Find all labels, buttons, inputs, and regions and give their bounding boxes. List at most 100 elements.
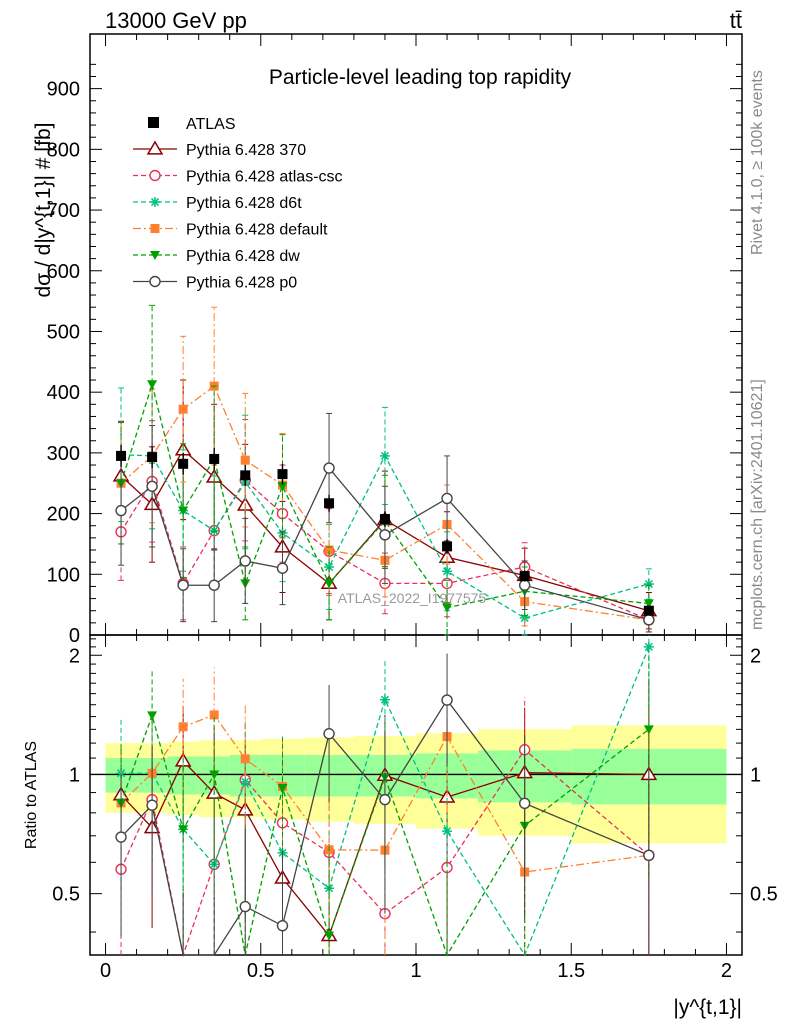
legend-marker: [150, 251, 160, 260]
ratio-point: [240, 754, 250, 764]
rivet-version-label: Rivet 4.1.0, ≥ 100k events: [749, 70, 766, 255]
data-point: [146, 480, 158, 492]
ratio-point: [277, 783, 288, 793]
atlas-data-point: [277, 469, 288, 480]
data-point: [643, 614, 655, 626]
legend-marker: [149, 169, 161, 182]
process-label: tt̄: [730, 8, 742, 33]
ratio-point: [643, 725, 654, 735]
ratio-point: [324, 931, 335, 941]
energy-label: 13000 GeV pp: [105, 8, 247, 33]
data-point: [178, 404, 188, 414]
legend-marker: [149, 275, 161, 288]
data-point: [177, 579, 189, 591]
data-point: [115, 504, 127, 517]
axes-frame: 0 100 200 300 400 500 600 700 800 900 0 0.5 1 1.5 2 0.5…: [47, 33, 778, 982]
y-tick-label: 100: [47, 564, 80, 586]
atlas-data-point: [379, 514, 390, 525]
data-point: [442, 566, 453, 577]
data-point: [324, 579, 335, 589]
ratio-point: [643, 849, 655, 861]
ratio-point: [178, 825, 189, 835]
data-point: [643, 599, 654, 609]
legend-label-atlas: ATLAS: [186, 116, 236, 133]
legend-label: Pythia 6.428 atlas-csc: [186, 169, 343, 186]
legend-label: Pythia 6.428 dw: [186, 248, 300, 265]
series-atlas: [116, 444, 654, 616]
chart-title: Particle-level leading top rapidity: [269, 66, 572, 89]
legend-label: Pythia 6.428 d6t: [186, 195, 302, 212]
legend-marker: [150, 197, 160, 207]
data-point: [518, 579, 531, 591]
y-tick-label: 300: [47, 443, 80, 465]
atlas-data-point: [643, 605, 654, 616]
y-tick-label: 800: [47, 139, 80, 161]
atlas-data-point: [519, 571, 530, 582]
x-tick-label: 0.5: [247, 960, 275, 982]
data-point: [324, 545, 334, 555]
y-tick-label: 600: [47, 261, 80, 283]
ratio-point: [518, 797, 531, 810]
data-point: [240, 455, 250, 465]
x-tick-label: 0: [100, 960, 111, 982]
ratio-tick-label-right: 2: [750, 645, 761, 667]
ratio-point: [643, 641, 654, 652]
series-ratio-line: [121, 646, 650, 957]
data-point: [277, 482, 288, 492]
atlas-data-point: [209, 453, 220, 464]
ratio-point: [379, 694, 390, 705]
atlas-data-point: [442, 541, 453, 552]
ratio-point: [442, 826, 453, 837]
y-tick-label: 700: [47, 200, 80, 222]
atlas-data-point: [178, 458, 189, 469]
data-point: [379, 450, 390, 461]
ratio-point: [239, 900, 251, 913]
mcplots-reference-label: mcplots.cern.ch [arXiv:2401.10621]: [749, 379, 766, 630]
x-axis-label: |y^{t,1}|: [673, 996, 742, 1019]
ratio-tick-label: 0.5: [52, 884, 80, 906]
atlas-data-point: [240, 470, 251, 481]
ratio-uncertainty-bands: [105, 725, 727, 844]
atlas-data-point: [324, 498, 335, 509]
ratio-point: [178, 722, 188, 732]
series-ratio-line: [120, 714, 649, 873]
x-tick-label: 1: [410, 960, 421, 982]
legend-label: Pythia 6.428 default: [186, 222, 328, 239]
ratio-point: [147, 711, 158, 721]
x-tick-label: 1.5: [557, 960, 585, 982]
data-point: [441, 492, 453, 505]
y-tick-label: 0: [69, 625, 80, 647]
data-point: [239, 555, 251, 567]
atlas-data-point: [147, 452, 158, 463]
legend-label: Pythia 6.428 p0: [186, 275, 297, 292]
legend-marker: [150, 224, 160, 233]
ratio-tick-label: 1: [69, 764, 80, 786]
legend: ATLAS Pythia 6.428 370 Pythia 6.428 atlas-…: [133, 116, 343, 292]
ratio-point: [209, 710, 219, 720]
ratio-point: [146, 799, 158, 811]
data-point: [323, 462, 335, 474]
data-point: [643, 579, 654, 590]
ratio-tick-label-right: 0.5: [750, 884, 778, 906]
ratio-point: [209, 770, 220, 780]
ratio-axis-label: Ratio to ATLAS: [23, 741, 40, 849]
series-line: [120, 381, 649, 609]
x-tick-label: 2: [721, 960, 732, 982]
ratio-point: [379, 793, 391, 806]
atlas-data-point: [116, 450, 127, 461]
y-tick-label: 400: [47, 382, 80, 404]
data-point: [147, 380, 158, 390]
y-tick-label: 500: [47, 321, 80, 343]
y-axis-label: dσ / d|y^{t,1}| # [fb]: [32, 123, 55, 298]
y-tick-label: 200: [47, 504, 80, 526]
ratio-point: [323, 728, 335, 740]
analysis-watermark: ATLAS_2022_I1977575: [338, 590, 487, 606]
data-point: [442, 603, 453, 613]
y-tick-label: 900: [47, 79, 80, 101]
ratio-tick-label: 2: [69, 645, 80, 667]
series-pythia-6-428-p0: [115, 412, 655, 956]
data-point: [379, 529, 391, 541]
legend-symbol-atlas: [148, 117, 159, 128]
ratio-point: [276, 919, 289, 932]
